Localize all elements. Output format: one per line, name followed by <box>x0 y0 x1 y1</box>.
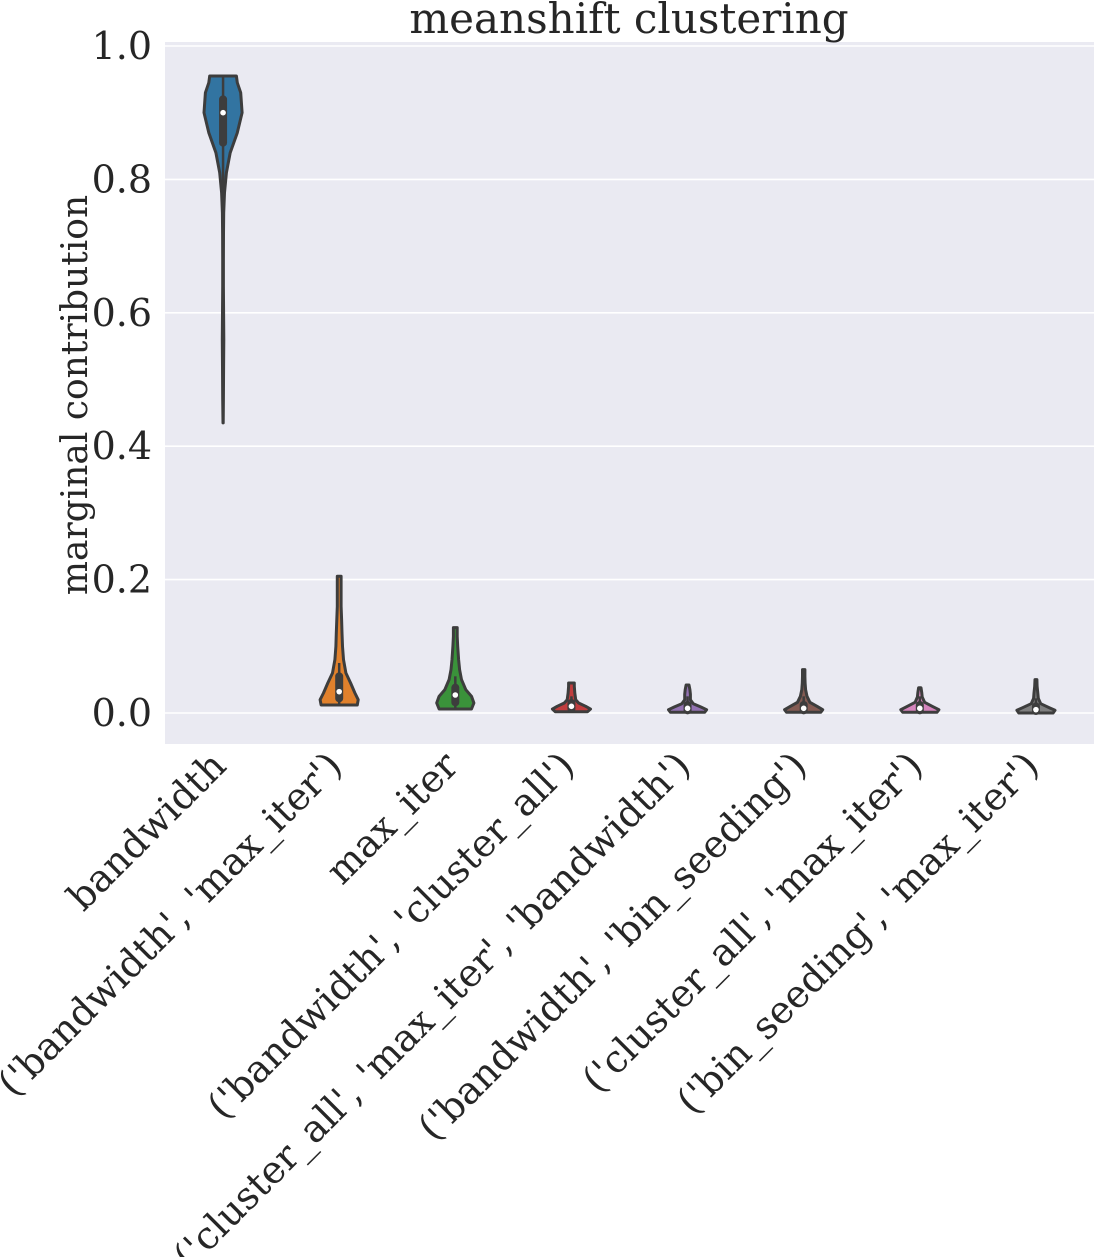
violin-0 <box>202 74 244 425</box>
y-tick-label: 0.2 <box>92 558 152 602</box>
violin-median <box>800 705 807 712</box>
violin-body <box>1015 678 1057 715</box>
grid-lines <box>165 45 1094 714</box>
violin-4 <box>667 683 709 715</box>
violin-median <box>220 109 226 116</box>
violin-2 <box>435 626 476 711</box>
y-tick-label: 0.6 <box>92 291 152 335</box>
y-tick-label: 0.8 <box>92 157 152 201</box>
violin-5 <box>783 668 825 715</box>
chart-title: meanshift clustering <box>409 0 848 43</box>
violin-body <box>783 668 825 714</box>
violin-median <box>452 692 459 698</box>
y-tick-label: 0.4 <box>92 424 152 468</box>
violin-median <box>1033 706 1039 713</box>
violin-1 <box>318 574 360 707</box>
violin-median <box>684 705 691 712</box>
violin-body <box>435 626 476 711</box>
violin-median <box>917 705 923 712</box>
violin-3 <box>550 681 592 714</box>
y-tick-label: 0.0 <box>92 691 152 735</box>
violin-6 <box>899 686 941 715</box>
plot-area <box>165 42 1094 744</box>
violin-body <box>318 574 360 707</box>
violin-median <box>336 688 342 695</box>
y-axis-label: marginal contribution <box>55 195 96 595</box>
y-tick-label: 1.0 <box>92 24 152 68</box>
x-axis-ticks: bandwidth('bandwidth', 'max_iter')max_it… <box>0 743 1048 1257</box>
violin-median <box>568 703 575 710</box>
violin-7 <box>1015 678 1057 715</box>
violin-body <box>202 74 244 425</box>
y-axis-ticks: 0.0 0.2 0.4 0.6 0.8 1.0 <box>92 24 152 735</box>
violins <box>202 74 1057 715</box>
